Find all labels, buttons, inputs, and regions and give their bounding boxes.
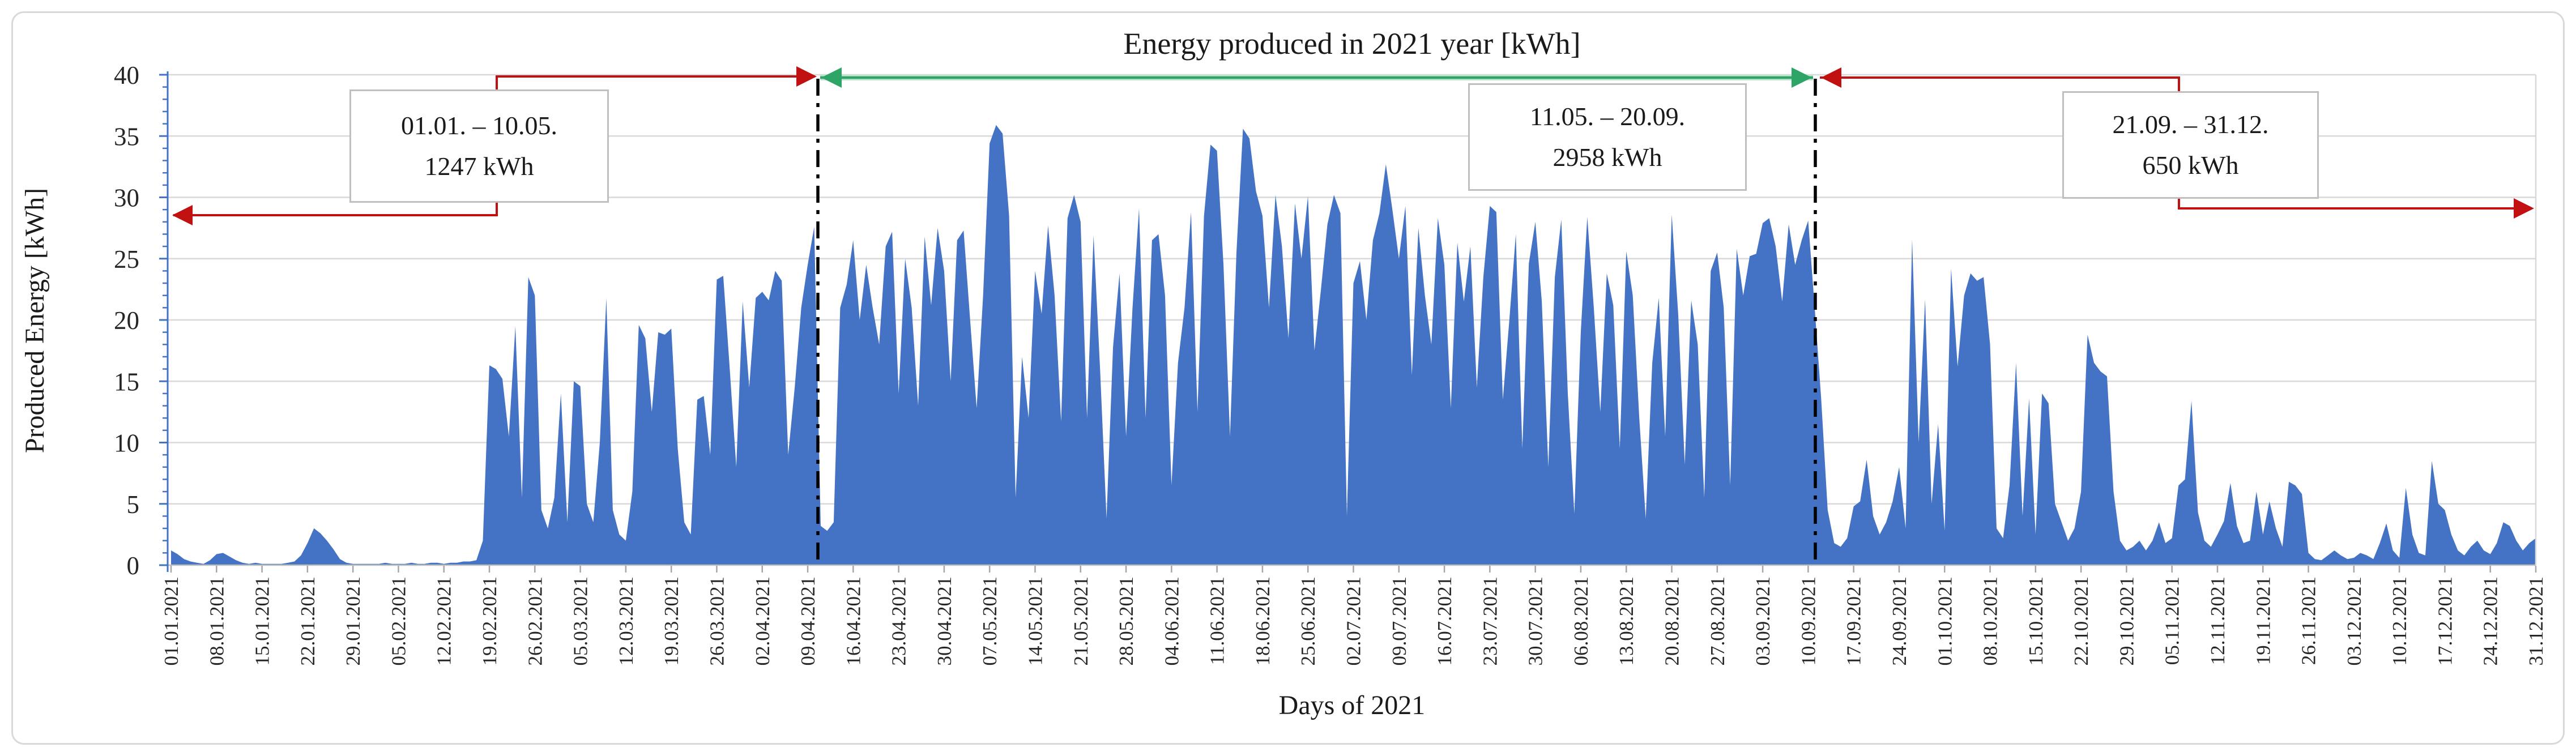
x-tick-label-24.12.2021: 24.12.2021 <box>2480 576 2502 666</box>
green-arrowhead-right-period-2 <box>1792 67 1812 88</box>
x-tick-label-02.04.2021: 02.04.2021 <box>752 576 774 666</box>
x-tick-label-17.12.2021: 17.12.2021 <box>2434 576 2456 666</box>
red-arrowhead-left-period-3 <box>1821 67 1841 88</box>
x-tick-label-26.02.2021: 26.02.2021 <box>524 576 546 666</box>
x-tick-label-12.03.2021: 12.03.2021 <box>615 576 637 666</box>
x-tick-label-31.12.2021: 31.12.2021 <box>2525 576 2547 666</box>
x-tick-label-10.12.2021: 10.12.2021 <box>2389 576 2411 666</box>
x-tick-label-16.04.2021: 16.04.2021 <box>842 576 864 666</box>
x-tick-label-26.03.2021: 26.03.2021 <box>706 576 728 666</box>
annotation-period-2-range: 11.05. – 20.09. <box>1529 102 1686 131</box>
x-tick-label-30.07.2021: 30.07.2021 <box>1525 576 1547 666</box>
x-tick-label-11.06.2021: 11.06.2021 <box>1206 576 1229 665</box>
y-tick-label-5: 5 <box>127 490 140 519</box>
x-tick-label-17.09.2021: 17.09.2021 <box>1843 576 1865 666</box>
x-tick-label-19.03.2021: 19.03.2021 <box>660 576 683 666</box>
x-tick-label-29.10.2021: 29.10.2021 <box>2116 576 2138 666</box>
x-tick-label-18.06.2021: 18.06.2021 <box>1252 576 1274 666</box>
x-tick-label-13.08.2021: 13.08.2021 <box>1615 576 1637 666</box>
x-tick-label-27.08.2021: 27.08.2021 <box>1707 576 1729 666</box>
x-tick-label-25.06.2021: 25.06.2021 <box>1297 576 1319 666</box>
x-tick-label-26.11.2021: 26.11.2021 <box>2298 576 2320 665</box>
x-tick-label-01.01.2021: 01.01.2021 <box>160 576 182 666</box>
x-tick-label-12.02.2021: 12.02.2021 <box>433 576 455 666</box>
annotation-period-1-range: 01.01. – 10.05. <box>401 111 557 140</box>
x-tick-label-07.05.2021: 07.05.2021 <box>979 576 1001 666</box>
annotation-box-period-3: 21.09. – 31.12. 650 kWh <box>2062 91 2319 199</box>
x-tick-label-02.07.2021: 02.07.2021 <box>1343 576 1365 666</box>
x-tick-label-09.07.2021: 09.07.2021 <box>1388 576 1410 666</box>
x-tick-label-15.01.2021: 15.01.2021 <box>251 576 274 666</box>
x-tick-label-04.06.2021: 04.06.2021 <box>1161 576 1183 666</box>
x-tick-label-16.07.2021: 16.07.2021 <box>1434 576 1456 666</box>
annotation-period-2-total: 2958 kWh <box>1553 143 1662 172</box>
annotation-period-1-total: 1247 kWh <box>424 152 534 181</box>
red-arrowhead-left-period-1 <box>172 205 193 225</box>
x-tick-label-28.05.2021: 28.05.2021 <box>1115 576 1137 666</box>
x-tick-label-08.01.2021: 08.01.2021 <box>206 576 228 666</box>
y-tick-label-0: 0 <box>127 552 140 580</box>
x-tick-label-05.02.2021: 05.02.2021 <box>387 576 410 666</box>
chart-title: Energy produced in 2021 year [kWh] <box>1123 27 1581 61</box>
annotation-box-period-1: 01.01. – 10.05. 1247 kWh <box>349 89 609 203</box>
x-tick-label-05.11.2021: 05.11.2021 <box>2161 576 2183 665</box>
x-tick-label-22.01.2021: 22.01.2021 <box>297 576 319 666</box>
x-tick-label-03.09.2021: 03.09.2021 <box>1752 576 1774 666</box>
x-tick-label-23.04.2021: 23.04.2021 <box>888 576 910 666</box>
annotation-period-3-range: 21.09. – 31.12. <box>2112 110 2269 139</box>
y-tick-label-25: 25 <box>114 245 139 274</box>
red-arrowhead-right-period-1 <box>796 66 817 87</box>
x-tick-label-06.08.2021: 06.08.2021 <box>1570 576 1592 666</box>
x-tick-label-03.12.2021: 03.12.2021 <box>2343 576 2365 666</box>
x-tick-label-01.10.2021: 01.10.2021 <box>1934 576 1956 666</box>
x-tick-label-29.01.2021: 29.01.2021 <box>342 576 364 666</box>
x-tick-label-30.04.2021: 30.04.2021 <box>933 576 956 666</box>
y-tick-label-15: 15 <box>114 368 139 396</box>
x-axis-title: Days of 2021 <box>1278 690 1426 720</box>
x-tick-label-14.05.2021: 14.05.2021 <box>1025 576 1047 666</box>
y-axis-title: Produced Energy [kWh] <box>20 187 50 454</box>
x-tick-label-20.08.2021: 20.08.2021 <box>1661 576 1683 666</box>
annotation-box-period-2: 11.05. – 20.09. 2958 kWh <box>1468 83 1747 191</box>
y-tick-label-10: 10 <box>114 429 139 458</box>
annotation-period-3-total: 650 kWh <box>2142 151 2239 180</box>
x-tick-label-15.10.2021: 15.10.2021 <box>2025 576 2047 666</box>
x-tick-label-12.11.2021: 12.11.2021 <box>2207 576 2229 665</box>
x-tick-label-05.03.2021: 05.03.2021 <box>570 576 592 666</box>
y-tick-label-30: 30 <box>114 184 139 212</box>
x-tick-label-23.07.2021: 23.07.2021 <box>1479 576 1501 666</box>
x-tick-label-10.09.2021: 10.09.2021 <box>1797 576 1819 666</box>
x-tick-label-19.11.2021: 19.11.2021 <box>2252 576 2274 665</box>
x-tick-label-09.04.2021: 09.04.2021 <box>797 576 819 666</box>
x-tick-label-24.09.2021: 24.09.2021 <box>1888 576 1910 666</box>
energy-area-series <box>171 125 2536 566</box>
y-tick-label-35: 35 <box>114 122 139 151</box>
x-tick-label-21.05.2021: 21.05.2021 <box>1070 576 1092 666</box>
x-tick-label-19.02.2021: 19.02.2021 <box>479 576 501 666</box>
x-tick-label-22.10.2021: 22.10.2021 <box>2070 576 2092 666</box>
y-tick-label-20: 20 <box>114 306 139 335</box>
x-tick-label-08.10.2021: 08.10.2021 <box>1980 576 2002 666</box>
green-arrowhead-left-period-2 <box>821 67 842 88</box>
red-arrowhead-right-period-3 <box>2514 198 2534 219</box>
y-tick-label-40: 40 <box>114 61 139 89</box>
